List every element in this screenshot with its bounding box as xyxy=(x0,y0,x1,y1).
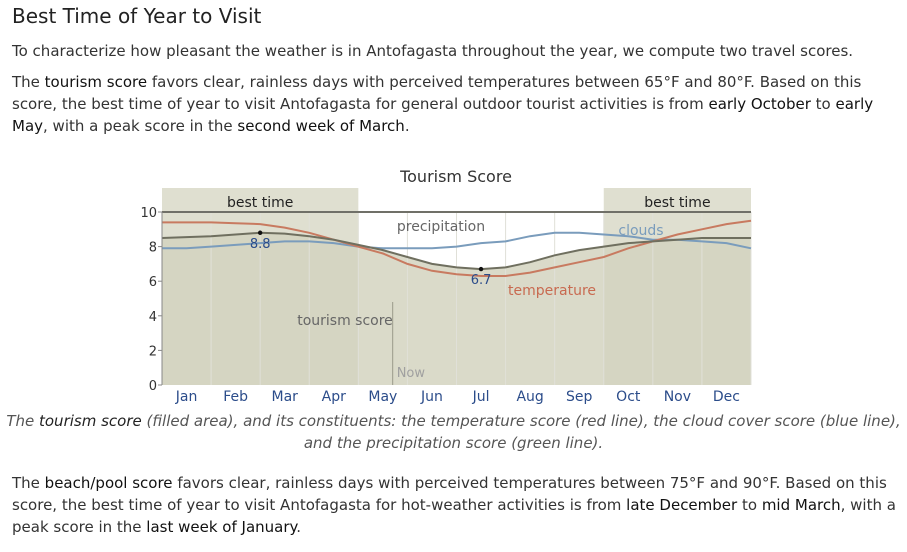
peak-point xyxy=(257,230,263,235)
peak-value-label: 8.8 xyxy=(250,237,271,252)
page-title: Best Time of Year to Visit xyxy=(12,4,262,28)
tourism-score-term: tourism score xyxy=(44,73,148,91)
beach-best-start: late December xyxy=(626,496,738,514)
x-month-label: Jan xyxy=(175,389,198,405)
beach-score-term: beach/pool score xyxy=(44,474,173,492)
x-month-label: Sep xyxy=(566,389,593,405)
chart-title: Tourism Score xyxy=(399,167,512,186)
tourism-best-end: early May xyxy=(12,95,874,135)
peak-point xyxy=(478,266,484,272)
x-month-label: Mar xyxy=(271,389,298,405)
beach-best-end: mid March xyxy=(761,496,841,514)
best-time-label: best time xyxy=(227,195,293,211)
caption-score-term: tourism score xyxy=(39,412,142,430)
beach-peak: last week of January xyxy=(146,518,297,536)
beach-t5: . xyxy=(296,518,302,536)
tourism-score-chart: Tourism Score best time best time Now 8.8 6… xyxy=(140,167,752,405)
chart-caption: The tourism score (filled area), and its… xyxy=(0,410,907,454)
x-month-label: Oct xyxy=(616,389,641,405)
series-labels: Now 8.8 6.7 precipitation clouds temperature t… xyxy=(250,219,664,381)
tourism-score-label: tourism score xyxy=(297,313,393,329)
precipitation-label: precipitation xyxy=(397,219,485,235)
beach-t3: to xyxy=(737,496,762,514)
chart-axes: 0 2 4 6 8 10 Jan Feb Mar Apr May Jun Jul Aug Sep Oct Nov… xyxy=(140,206,740,405)
beach-t1: The xyxy=(12,474,45,492)
clouds-label: clouds xyxy=(618,223,663,239)
y-tick-label: 6 xyxy=(149,275,157,290)
caption-t2: (filled area), and its constituents: the… xyxy=(141,412,901,452)
beach-t2: favors clear, rainless days with perceiv… xyxy=(12,474,887,514)
tourism-best-start: early October xyxy=(708,95,811,113)
score-lines xyxy=(161,211,752,277)
x-month-label: Jun xyxy=(420,389,443,405)
intro-text: To characterize how pleasant the weather… xyxy=(12,42,854,60)
tourism-peak: second week of March xyxy=(237,117,405,135)
x-month-label: Nov xyxy=(664,389,691,405)
intro-paragraph: To characterize how pleasant the weather… xyxy=(12,40,897,62)
y-tick-label: 2 xyxy=(149,344,157,359)
temperature-label: temperature xyxy=(508,283,596,299)
x-month-label: May xyxy=(368,389,397,405)
x-month-label: Apr xyxy=(322,389,346,405)
x-month-label: Dec xyxy=(713,389,740,405)
caption-t1: The xyxy=(6,412,39,430)
now-label: Now xyxy=(397,366,426,381)
tourism-t4: , with a peak score in the xyxy=(43,117,238,135)
y-tick-label: 10 xyxy=(140,206,157,221)
x-month-label: Feb xyxy=(223,389,248,405)
best-time-label: best time xyxy=(644,195,710,211)
tourism-t1: The xyxy=(12,73,45,91)
beach-t4: , with a peak score in the xyxy=(12,496,896,536)
beach-paragraph: The beach/pool score favors clear, rainl… xyxy=(12,472,897,538)
clouds-line xyxy=(162,231,752,250)
tourism-t5: . xyxy=(404,117,410,135)
y-tick-label: 4 xyxy=(149,310,157,325)
tourism-paragraph: The tourism score favors clear, rainless… xyxy=(12,71,897,137)
x-month-label: Aug xyxy=(516,389,543,405)
peak-value-label: 6.7 xyxy=(471,273,492,288)
y-tick-label: 0 xyxy=(149,379,157,394)
y-tick-label: 8 xyxy=(149,241,157,256)
tourism-t2: favors clear, rainless days with perceiv… xyxy=(12,73,862,113)
x-month-label: Jul xyxy=(472,389,490,405)
tourism-t3: to xyxy=(810,95,836,113)
